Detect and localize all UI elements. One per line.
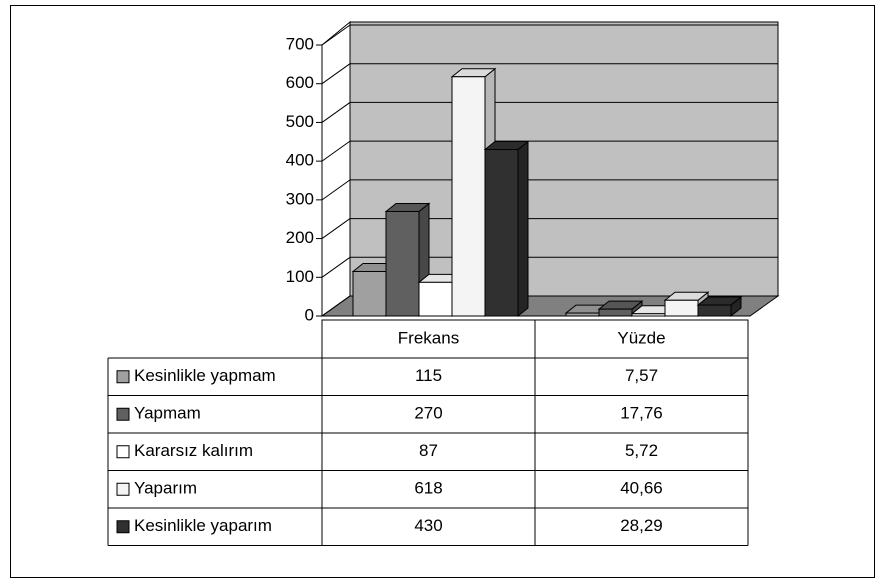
value-label: 430: [414, 516, 442, 535]
category-label: Yüzde: [617, 328, 665, 347]
bar: [565, 312, 600, 317]
legend-label: Yaparım: [134, 479, 197, 498]
value-label: 40,66: [620, 479, 663, 498]
bar-side: [517, 140, 529, 318]
value-label: 17,76: [620, 404, 663, 423]
grid-line-side: [321, 256, 351, 278]
category-label: Frekans: [398, 328, 459, 347]
value-label: 5,72: [625, 441, 658, 460]
value-label: 618: [414, 479, 442, 498]
y-tick-label: 100: [286, 267, 314, 286]
legend-swatch: [116, 482, 130, 496]
y-tick-label: 400: [286, 151, 314, 170]
legend-swatch: [116, 520, 130, 534]
value-label: 115: [415, 366, 442, 385]
legend-label: Yapmam: [134, 404, 201, 423]
y-tick-label: 300: [286, 189, 314, 208]
value-label: 87: [419, 441, 438, 460]
legend-swatch: [116, 370, 130, 384]
bar: [352, 270, 387, 317]
grid-line-side: [321, 218, 351, 239]
bar: [664, 299, 699, 317]
value-label: 28,29: [620, 516, 663, 535]
legend-label: Kesinlikle yapmam: [134, 366, 276, 385]
legend-label: Kesinlikle yaparım: [134, 516, 272, 535]
grid-line-side: [321, 24, 351, 46]
y-tick-label: 500: [286, 112, 314, 131]
grid-line-side: [321, 102, 351, 123]
legend-swatch: [116, 407, 130, 421]
y-tick-label: 0: [305, 305, 314, 324]
grid-line-side: [321, 63, 351, 85]
bar: [598, 308, 633, 317]
y-tick-label: 600: [286, 73, 314, 92]
bar: [631, 313, 666, 317]
grid-line-side: [321, 140, 351, 162]
bar: [451, 76, 486, 317]
bar: [418, 281, 453, 317]
y-tick-label: 200: [286, 228, 314, 247]
legend-swatch: [116, 445, 130, 459]
value-label: 7,57: [625, 366, 658, 385]
y-tick-label: 700: [286, 34, 314, 53]
grid-line-side: [321, 179, 351, 201]
legend-label: Kararsız kalırım: [134, 441, 253, 460]
value-label: 270: [414, 404, 442, 423]
bar: [697, 304, 732, 317]
bar: [385, 210, 420, 317]
bar: [484, 149, 519, 317]
grid-line-side: [321, 295, 351, 317]
